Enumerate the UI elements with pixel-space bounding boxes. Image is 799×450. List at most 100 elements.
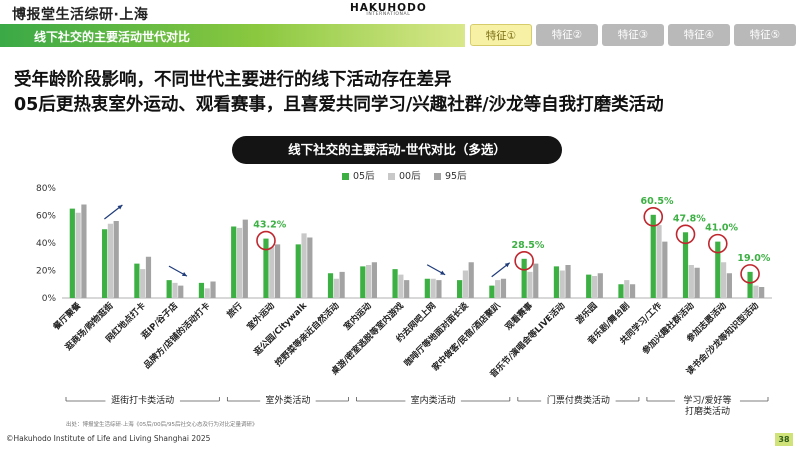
bar-00 [301,233,307,298]
bar-00 [172,282,178,298]
legend-label-95: 95后 [445,171,467,182]
bar-05 [360,266,366,298]
bar-95 [468,262,474,298]
bar-00 [656,225,662,298]
data-label: 19.0% [737,253,770,264]
bar-95 [726,273,732,298]
bar-00 [236,227,243,298]
bar-00 [333,278,339,298]
topic-title: 线下社交的主要活动世代对比 [34,30,191,44]
bar-00 [430,278,436,298]
tab-feature-4[interactable]: 特征④ [668,24,730,46]
trend-arrow-head [504,262,510,268]
bar-00 [495,280,501,298]
legend-label-00: 00后 [399,171,421,182]
highlight-circle [514,251,534,271]
highlight-circle [256,230,276,251]
bar-00 [204,288,210,298]
group-label-bg [679,404,736,416]
bar-95 [113,221,119,298]
bar-05 [682,232,689,298]
bar-05 [231,226,237,298]
bar-00 [140,269,146,298]
bar-00 [624,280,630,298]
group-label-bg [541,393,616,405]
bar-95 [371,262,377,298]
bar-00 [720,262,727,298]
category-label: 餐厅聚餐 [50,299,84,333]
y-tick-label: 60% [36,212,56,222]
bar-05 [521,258,527,298]
group-label: 打磨类活动 [685,405,730,417]
data-label: 47.8% [673,213,706,224]
bar-05 [263,238,269,298]
bar-05 [198,282,205,298]
bar-05 [489,285,495,298]
group-label: 室内类活动 [411,394,456,406]
bar-00 [753,285,759,298]
trend-arrow-head [181,272,187,277]
tab-feature-2[interactable]: 特征② [536,24,598,46]
bar-05 [457,280,463,298]
group-label: 学习/爱好等 [683,394,731,406]
chart-title: 线下社交的主要活动-世代对比（多选） [232,136,562,164]
tab-feature-1[interactable]: 特征① [470,24,532,46]
category-label: 参加兴趣社群活动 [639,299,696,356]
legend-swatch-00 [388,173,395,180]
bar-05 [166,280,172,298]
page-number: 38 [775,433,793,446]
hakuhodo-logo-text: HAKUHODO [350,2,427,14]
bar-05 [392,269,398,298]
bar-00 [269,247,275,298]
category-label: 室外运动 [244,299,277,332]
legend-item-95: 95后 [434,168,467,182]
group-label-bg [674,393,740,405]
y-tick-label: 80% [36,184,56,194]
tab-feature-3[interactable]: 特征③ [602,24,664,46]
bar-05 [134,263,140,298]
group-label-bg [405,393,461,405]
bar-95 [436,280,442,298]
topic-bar: 线下社交的主要活动世代对比 [0,24,465,47]
bar-95 [145,256,152,298]
bar-05 [650,214,656,298]
y-tick-label: 20% [36,267,56,277]
bar-95 [565,265,571,298]
y-tick-label: 0% [42,294,57,304]
bar-05 [553,266,560,298]
legend-swatch-95 [434,173,441,180]
source-note: 出处：博报堂生活综研·上海《05后/00后/95后社交心态及行为对比定量调研》 [66,422,258,428]
bar-95 [339,271,345,298]
legend-item-05: 05后 [342,168,375,182]
hakuhodo-logo-subtext: INTERNATIONAL [366,12,411,17]
highlight-circle [675,224,696,245]
bar-00 [75,212,81,298]
copyright-footer: ©Hakuhodo Institute of Life and Living S… [6,434,211,443]
data-label: 60.5% [641,196,674,207]
bar-95 [81,204,87,298]
bar-05 [327,273,334,298]
group-label: 室外类活动 [265,394,310,406]
trend-arrow-head [117,205,123,210]
bar-00 [398,274,404,298]
bar-95 [597,273,603,298]
bar-95 [274,244,281,298]
group-label-bg [105,393,180,405]
group-label: 门票付费类活动 [547,394,610,406]
bar-95 [662,241,668,298]
bar-05 [295,244,301,298]
bar-00 [462,270,469,298]
bar-00 [591,276,598,298]
brand-logo-text: 博报堂生活综研·上海 [12,7,149,23]
bar-95 [533,263,539,298]
y-tick-label: 40% [36,239,56,249]
data-label: 43.2% [253,220,286,231]
tab-feature-5[interactable]: 特征⑤ [734,24,796,46]
category-label: 游乐园 [573,299,600,326]
hakuhodo-logo: HAKUHODO INTERNATIONAL [350,2,427,17]
category-label: 逛公园/Citywalk [251,299,309,357]
category-label: 观看赛事 [502,299,535,332]
group-label-bg [260,393,316,405]
bar-95 [307,237,313,298]
